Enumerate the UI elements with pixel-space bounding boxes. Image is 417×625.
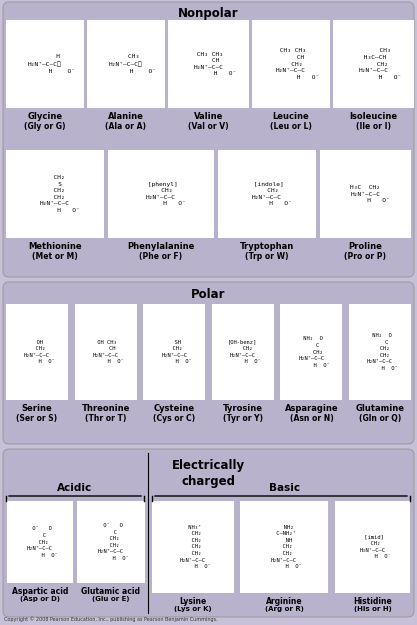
Bar: [6, 150, 104, 238]
Text: Phenylalanine: Phenylalanine: [127, 242, 195, 251]
Text: Acidic: Acidic: [58, 483, 93, 493]
Bar: [6, 304, 68, 400]
FancyBboxPatch shape: [3, 282, 414, 444]
Text: (Trp or W): (Trp or W): [245, 252, 289, 261]
FancyBboxPatch shape: [3, 2, 414, 277]
Text: Aspartic acid: Aspartic acid: [12, 587, 68, 596]
Bar: [252, 20, 330, 108]
Text: (Met or M): (Met or M): [32, 252, 78, 261]
Text: Lysine: Lysine: [179, 597, 207, 606]
Text: Isoleucine: Isoleucine: [349, 112, 397, 121]
Text: (Leu or L): (Leu or L): [270, 122, 312, 131]
Bar: [87, 20, 165, 108]
Text: (Cys or C): (Cys or C): [153, 414, 195, 423]
Bar: [143, 304, 205, 400]
Bar: [212, 304, 274, 400]
Bar: [77, 501, 145, 583]
Bar: [7, 501, 73, 583]
Bar: [349, 304, 411, 400]
Text: CH₃ CH₃
     CH
   CH₂
H₂N⁺–C–C
         H   O⁻: CH₃ CH₃ CH CH₂ H₂N⁺–C–C H O⁻: [263, 48, 319, 80]
Text: Glutamic acid: Glutamic acid: [81, 587, 141, 596]
Text: [OH-benz]
   CH₂
H₂N⁺–C–C
      H  O⁻: [OH-benz] CH₂ H₂N⁺–C–C H O⁻: [225, 339, 261, 364]
Text: SH
  CH₂
H₂N⁺–C–C
      H  O⁻: SH CH₂ H₂N⁺–C–C H O⁻: [156, 339, 192, 364]
Text: (Thr or T): (Thr or T): [85, 414, 126, 423]
Text: Nonpolar: Nonpolar: [178, 8, 239, 21]
Bar: [6, 20, 84, 108]
Text: Leucine: Leucine: [273, 112, 309, 121]
Text: Proline: Proline: [349, 242, 382, 251]
Text: (Ser or S): (Ser or S): [16, 414, 58, 423]
Text: (Asp or D): (Asp or D): [20, 596, 60, 602]
Text: CH₃
H₂N⁺–C–C⁠
         H    O⁻: CH₃ H₂N⁺–C–C⁠ H O⁻: [96, 54, 156, 74]
Bar: [168, 20, 249, 108]
Text: (Gly or G): (Gly or G): [24, 122, 66, 131]
Text: [imid]
  CH₂
H₃N⁺–C–C
      H  O⁻: [imid] CH₂ H₃N⁺–C–C H O⁻: [354, 534, 390, 559]
Text: Serine: Serine: [22, 404, 53, 413]
Bar: [152, 501, 234, 593]
FancyBboxPatch shape: [3, 449, 414, 617]
Text: Valine: Valine: [194, 112, 223, 121]
Text: Methionine: Methionine: [28, 242, 82, 251]
Text: (Gln or Q): (Gln or Q): [359, 414, 401, 423]
Bar: [75, 304, 137, 400]
Text: Threonine: Threonine: [81, 404, 130, 413]
Text: (Phe or F): (Phe or F): [139, 252, 183, 261]
Text: CH₃
 H₃C–CH
     CH₂
H₂N⁺–C–C
         H   O⁻: CH₃ H₃C–CH CH₂ H₂N⁺–C–C H O⁻: [345, 48, 402, 80]
Text: Tryptophan: Tryptophan: [240, 242, 294, 251]
Bar: [108, 150, 214, 238]
Bar: [335, 501, 410, 593]
Text: [indole]
   CH₂
H₂N⁺–C–C
       H   O⁻: [indole] CH₂ H₂N⁺–C–C H O⁻: [243, 182, 291, 206]
Bar: [240, 501, 328, 593]
Text: Arginine: Arginine: [266, 597, 302, 606]
Text: (Tyr or Y): (Tyr or Y): [223, 414, 263, 423]
Text: Cysteine: Cysteine: [153, 404, 195, 413]
Text: NH₂  O
    C
   CH₂
   CH₂
H₂N⁺–C–C
      H  O⁻: NH₂ O C CH₂ CH₂ H₂N⁺–C–C H O⁻: [362, 333, 398, 371]
Text: Histidine: Histidine: [353, 597, 392, 606]
Text: H
H₂N⁺–C–C⁠
         H    O⁻: H H₂N⁺–C–C⁠ H O⁻: [15, 54, 75, 74]
Text: O⁻   O
   C
  CH₂
H₂N⁺–C–C
      H  O⁻: O⁻ O C CH₂ H₂N⁺–C–C H O⁻: [22, 526, 58, 558]
Bar: [320, 150, 411, 238]
Text: Polar: Polar: [191, 288, 226, 301]
Bar: [280, 304, 342, 400]
Text: (His or H): (His or H): [354, 606, 392, 612]
Bar: [218, 150, 316, 238]
Text: OH CH₃
    CH
H₂N⁺–C–C
      H  O⁻: OH CH₃ CH H₂N⁺–C–C H O⁻: [88, 339, 123, 364]
Text: CH₂
   S
  CH₂
  CH₂
H₂N⁺–C–C
       H   O⁻: CH₂ S CH₂ CH₂ H₂N⁺–C–C H O⁻: [30, 175, 79, 213]
Text: Glutamine: Glutamine: [356, 404, 404, 413]
Text: (Pro or P): (Pro or P): [344, 252, 387, 261]
Text: Tyrosine: Tyrosine: [223, 404, 263, 413]
Text: Asparagine: Asparagine: [284, 404, 338, 413]
Text: [phenyl]
   CH₂
H₂N⁺–C–C
       H   O⁻: [phenyl] CH₂ H₂N⁺–C–C H O⁻: [137, 182, 186, 206]
Text: (Ala or A): (Ala or A): [106, 122, 146, 131]
Text: Alanine: Alanine: [108, 112, 144, 121]
Text: (Glu or E): (Glu or E): [92, 596, 130, 602]
Text: NH₂  O
    C
    CH₂
H₂N⁺–C–C
      H  O⁻: NH₂ O C CH₂ H₂N⁺–C–C H O⁻: [294, 336, 329, 367]
Text: O⁻   O
   C
  CH₂
  CH₂
H₂N⁺–C–C
      H  O⁻: O⁻ O C CH₂ CH₂ H₂N⁺–C–C H O⁻: [93, 523, 129, 561]
Text: (Val or V): (Val or V): [188, 122, 229, 131]
Text: Copyright © 2008 Pearson Education, Inc., publishing as Pearson Benjamin Cumming: Copyright © 2008 Pearson Education, Inc.…: [4, 616, 218, 622]
Text: (Asn or N): (Asn or N): [289, 414, 333, 423]
Bar: [333, 20, 414, 108]
Text: Electrically
charged: Electrically charged: [172, 459, 245, 488]
Text: Basic: Basic: [269, 483, 301, 493]
Text: Glycine: Glycine: [28, 112, 63, 121]
Text: (Lys or K): (Lys or K): [174, 606, 212, 612]
Text: NH₃⁺
  CH₂
  CH₂
  CH₂
  CH₂
H₂N⁺–C–C
      H  O⁻: NH₃⁺ CH₂ CH₂ CH₂ CH₂ H₂N⁺–C–C H O⁻: [175, 525, 211, 569]
Text: (Ile or I): (Ile or I): [356, 122, 391, 131]
Text: OH
  CH₂
H₂N⁺–C–C
      H  O⁻: OH CH₂ H₂N⁺–C–C H O⁻: [19, 339, 55, 364]
Text: H₃C  CH₂
H₂N⁺–C–C
       H   O⁻: H₃C CH₂ H₂N⁺–C–C H O⁻: [341, 185, 390, 203]
Text: (Arg or R): (Arg or R): [264, 606, 304, 612]
Text: CH₃ CH₃
    CH
H₂N⁺–C–C
         H   O⁻: CH₃ CH₃ CH H₂N⁺–C–C H O⁻: [181, 52, 236, 76]
Text: NH₂
 C–NH₂⁺
   NH
  CH₂
  CH₂
H₂N⁺–C–C
      H  O⁻: NH₂ C–NH₂⁺ NH CH₂ CH₂ H₂N⁺–C–C H O⁻: [266, 525, 302, 569]
